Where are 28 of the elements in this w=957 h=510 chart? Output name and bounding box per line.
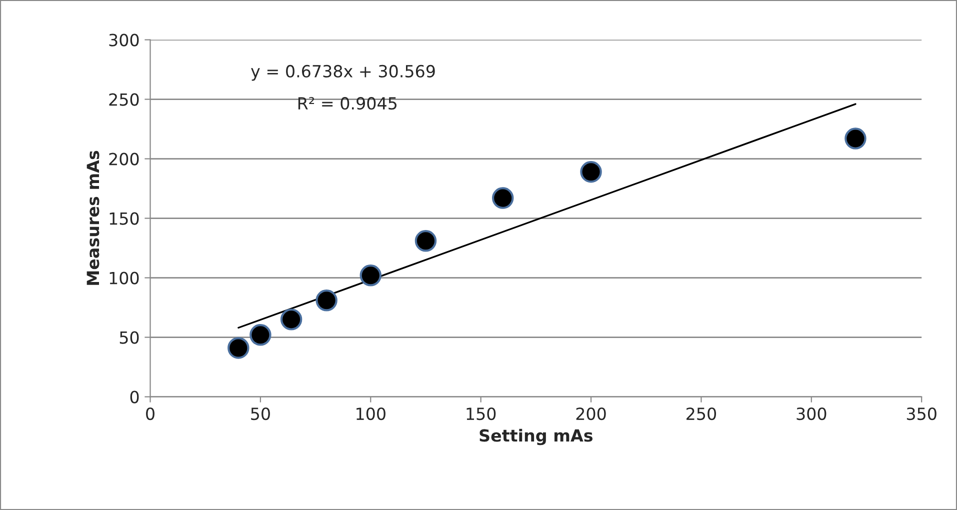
x-tick-label: 0 xyxy=(146,407,154,420)
annotation: y = 0.6738x + 30.569 xyxy=(251,64,435,81)
x-tick-label: 200 xyxy=(576,407,606,420)
point xyxy=(414,230,437,252)
x-tick-label: 350 xyxy=(906,407,936,420)
x-tick-label: 300 xyxy=(796,407,826,420)
point xyxy=(844,128,866,150)
y-tick-label: 100 xyxy=(110,272,139,284)
y-tick-label: 0 xyxy=(130,390,139,404)
point xyxy=(360,264,382,286)
y-tick-label: 250 xyxy=(109,93,139,106)
y-tick-label: 200 xyxy=(109,152,139,166)
x-tick-label: 50 xyxy=(251,407,270,420)
point xyxy=(492,187,514,209)
point xyxy=(316,290,338,312)
point xyxy=(250,324,272,346)
point xyxy=(580,161,602,183)
x-tick-label: 150 xyxy=(466,407,496,420)
y-axis-title: Measures mAs xyxy=(86,150,100,285)
point xyxy=(228,337,250,359)
x-tick-label: 100 xyxy=(356,407,386,420)
annotation: R² = 0.9045 xyxy=(298,97,396,110)
y-tick-label: 50 xyxy=(120,331,139,344)
y-tick-label: 300 xyxy=(109,34,139,46)
x-axis-title: Setting mAs xyxy=(480,428,592,446)
y-tick-label: 150 xyxy=(110,212,139,225)
point xyxy=(280,308,302,330)
x-tick-label: 250 xyxy=(686,407,716,420)
